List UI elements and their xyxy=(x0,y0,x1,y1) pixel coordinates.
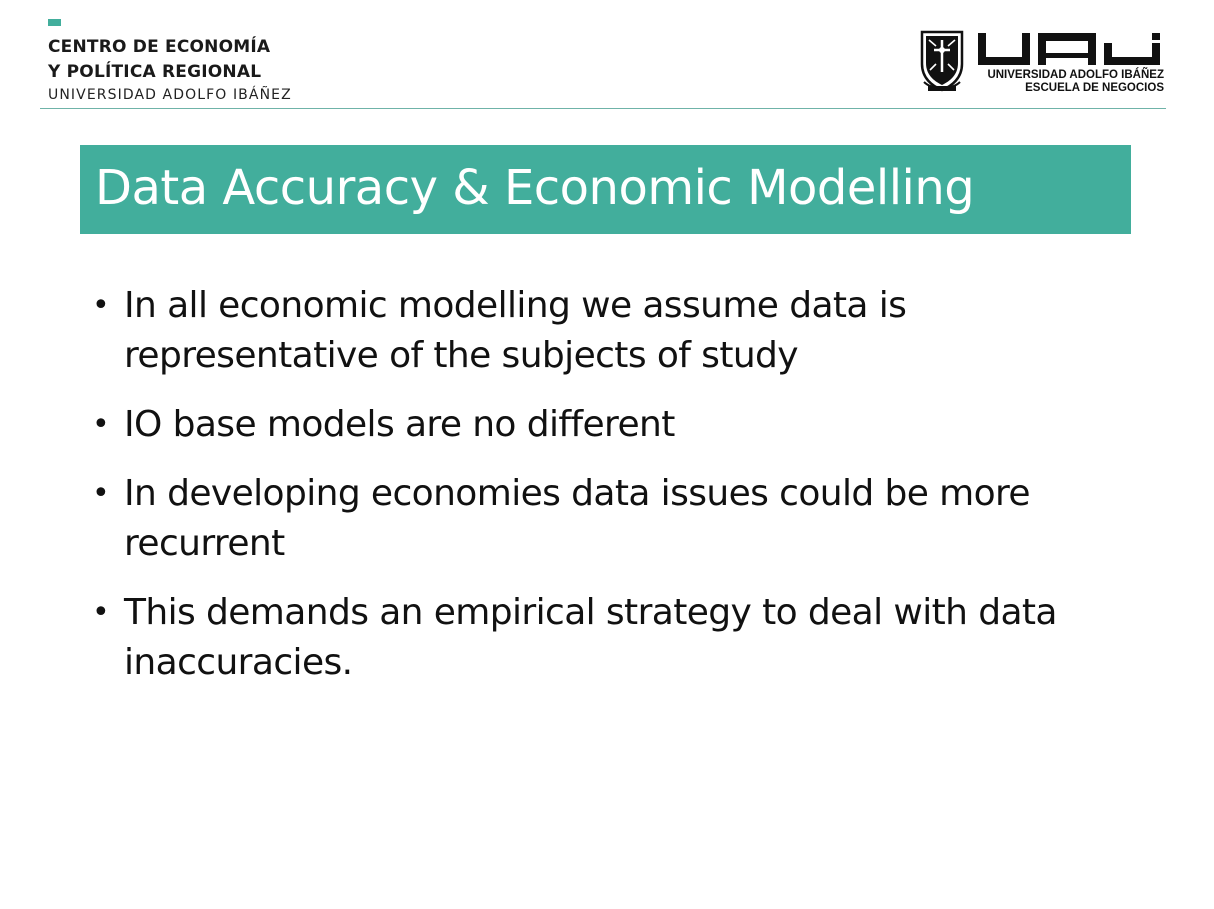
bullet-text: This demands an empirical strategy to de… xyxy=(124,592,1057,683)
org-name-line-1: CENTRO DE ECONOMÍA xyxy=(48,37,271,57)
bullet-text: In all economic modelling we assume data… xyxy=(124,285,907,376)
bullet-marker: • xyxy=(92,407,110,442)
header-divider xyxy=(40,108,1166,109)
slide-title: Data Accuracy & Economic Modelling xyxy=(95,160,975,216)
bullet-marker: • xyxy=(92,288,110,323)
uai-caption: UNIVERSIDAD ADOLFO IBÁÑEZ ESCUELA DE NEG… xyxy=(987,69,1164,95)
org-name-line-2: Y POLÍTICA REGIONAL xyxy=(48,62,262,82)
bullet-marker: • xyxy=(92,595,110,630)
uai-caption-line-1: UNIVERSIDAD ADOLFO IBÁÑEZ xyxy=(987,69,1164,81)
uai-caption-line-2: ESCUELA DE NEGOCIOS xyxy=(1025,82,1164,94)
org-university-line: UNIVERSIDAD ADOLFO IBÁÑEZ xyxy=(48,87,292,103)
bullet-item: • This demands an empirical strategy to … xyxy=(92,588,1152,688)
bullet-item: • In all economic modelling we assume da… xyxy=(92,281,1152,381)
uai-logo: UNIVERSIDAD ADOLFO IBÁÑEZ ESCUELA DE NEG… xyxy=(916,30,1168,96)
uai-wordmark xyxy=(978,33,1160,65)
org-logo: CENTRO DE ECONOMÍA Y POLÍTICA REGIONAL U… xyxy=(48,19,348,105)
bullet-text: IO base models are no different xyxy=(124,404,675,445)
university-crest-icon xyxy=(920,30,964,92)
bullet-marker: • xyxy=(92,476,110,511)
bullet-list: • In all economic modelling we assume da… xyxy=(92,281,1152,707)
bullet-item: • IO base models are no different xyxy=(92,400,1152,450)
title-bar: Data Accuracy & Economic Modelling xyxy=(80,145,1131,234)
org-accent-mark xyxy=(48,19,61,26)
bullet-item: • In developing economies data issues co… xyxy=(92,469,1152,569)
bullet-text: In developing economies data issues coul… xyxy=(124,473,1031,564)
